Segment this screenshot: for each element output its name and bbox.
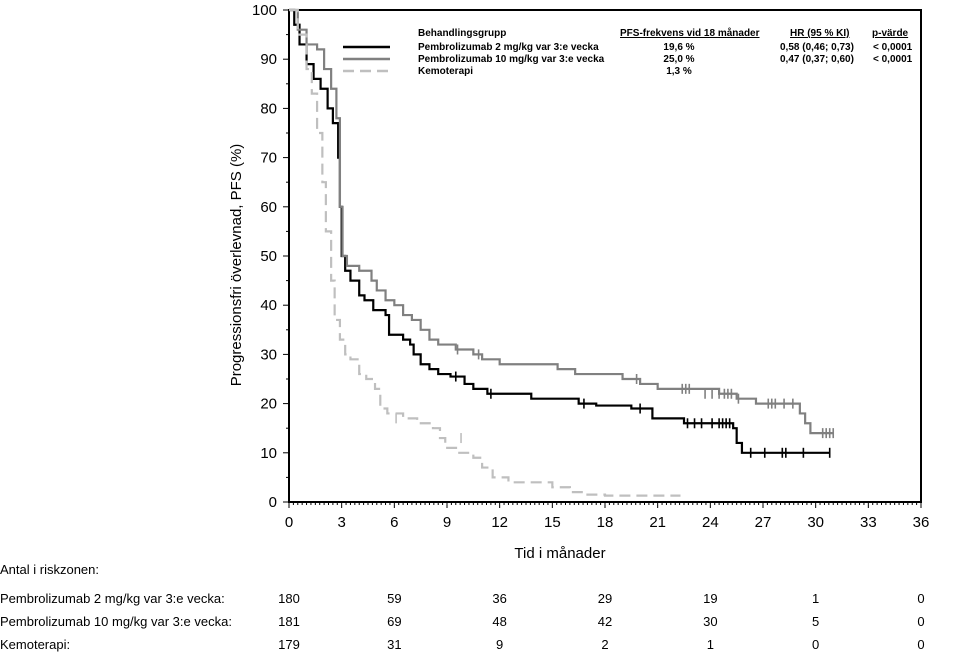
risk-row-label: Pembrolizumab 2 mg/kg var 3:e vecka:	[0, 591, 225, 606]
y-tick-label: 30	[260, 346, 277, 363]
y-axis-label: Progressionsfri överlevnad, PFS (%)	[228, 144, 245, 387]
x-tick-label: 9	[443, 514, 451, 531]
risk-count: 48	[492, 614, 506, 629]
y-tick-label: 60	[260, 199, 277, 216]
x-tick-label: 15	[544, 514, 561, 531]
risk-count: 179	[278, 637, 300, 652]
risk-count: 29	[598, 591, 612, 606]
risk-count: 59	[387, 591, 401, 606]
legend-pfs: 19,6 %	[663, 42, 694, 53]
x-tick-label: 30	[807, 514, 824, 531]
legend-header-group: Behandlingsgrupp	[418, 28, 506, 39]
x-tick-label: 27	[755, 514, 772, 531]
risk-count: 180	[278, 591, 300, 606]
x-tick-label: 12	[491, 514, 508, 531]
risk-count: 69	[387, 614, 401, 629]
km-curve-series-1	[289, 8, 830, 454]
y-tick-label: 90	[260, 51, 277, 68]
risk-count: 2	[601, 637, 608, 652]
risk-count: 31	[387, 637, 401, 652]
risk-count: 1	[812, 591, 819, 606]
legend-p: < 0,0001	[873, 54, 913, 65]
risk-count: 42	[598, 614, 612, 629]
x-tick-label: 3	[337, 514, 345, 531]
y-tick-label: 80	[260, 100, 277, 117]
risk-count: 9	[496, 637, 503, 652]
risk-count: 0	[812, 637, 819, 652]
risk-count: 36	[492, 591, 506, 606]
y-tick-label: 0	[269, 494, 277, 511]
x-tick-label: 36	[913, 514, 930, 531]
legend: Behandlingsgrupp PFS-frekvens vid 18 mån…	[343, 27, 913, 77]
legend-name: Pembrolizumab 10 mg/kg var 3:e vecka	[418, 54, 605, 65]
risk-count: 19	[703, 591, 717, 606]
legend-name: Pembrolizumab 2 mg/kg var 3:e vecka	[418, 42, 599, 53]
legend-hr: 0,58 (0,46; 0,73)	[780, 42, 854, 53]
legend-name: Kemoterapi	[418, 66, 473, 77]
risk-count: 30	[703, 614, 717, 629]
legend-hr: 0,47 (0,37; 0,60)	[780, 54, 854, 65]
risk-count: 5	[812, 614, 819, 629]
y-tick-label: 20	[260, 396, 277, 413]
x-tick-label: 33	[860, 514, 877, 531]
risk-count: 0	[917, 614, 924, 629]
y-tick-label: 100	[252, 2, 277, 19]
legend-header-pfs: PFS-frekvens vid 18 månader	[620, 27, 760, 39]
y-tick-label: 40	[260, 297, 277, 314]
legend-pfs: 1,3 %	[666, 66, 692, 77]
risk-count: 0	[917, 637, 924, 652]
legend-p: < 0,0001	[873, 42, 913, 53]
x-tick-label: 21	[649, 514, 666, 531]
risk-table: Antal i riskzonen: Pembrolizumab 2 mg/kg…	[0, 562, 925, 652]
risk-row-label: Kemoterapi:	[0, 637, 70, 652]
y-tick-label: 70	[260, 150, 277, 167]
risk-count: 181	[278, 614, 300, 629]
risk-row-label: Pembrolizumab 10 mg/kg var 3:e vecka:	[0, 614, 232, 629]
km-curve-series-3	[289, 8, 681, 497]
legend-header-hr: HR (95 % KI)	[790, 28, 849, 39]
km-curve-series-2	[289, 8, 834, 435]
x-tick-label: 18	[597, 514, 614, 531]
y-tick-label: 50	[260, 248, 277, 265]
x-tick-label: 6	[390, 514, 398, 531]
x-tick-label: 0	[285, 514, 293, 531]
legend-pfs: 25,0 %	[663, 54, 694, 65]
x-tick-label: 24	[702, 514, 719, 531]
risk-count: 1	[707, 637, 714, 652]
x-axis-label: Tid i månader	[514, 545, 605, 562]
legend-header-p: p-värde	[872, 28, 909, 39]
risk-count: 0	[917, 591, 924, 606]
y-tick-label: 10	[260, 445, 277, 462]
risk-table-title: Antal i riskzonen:	[0, 562, 99, 577]
